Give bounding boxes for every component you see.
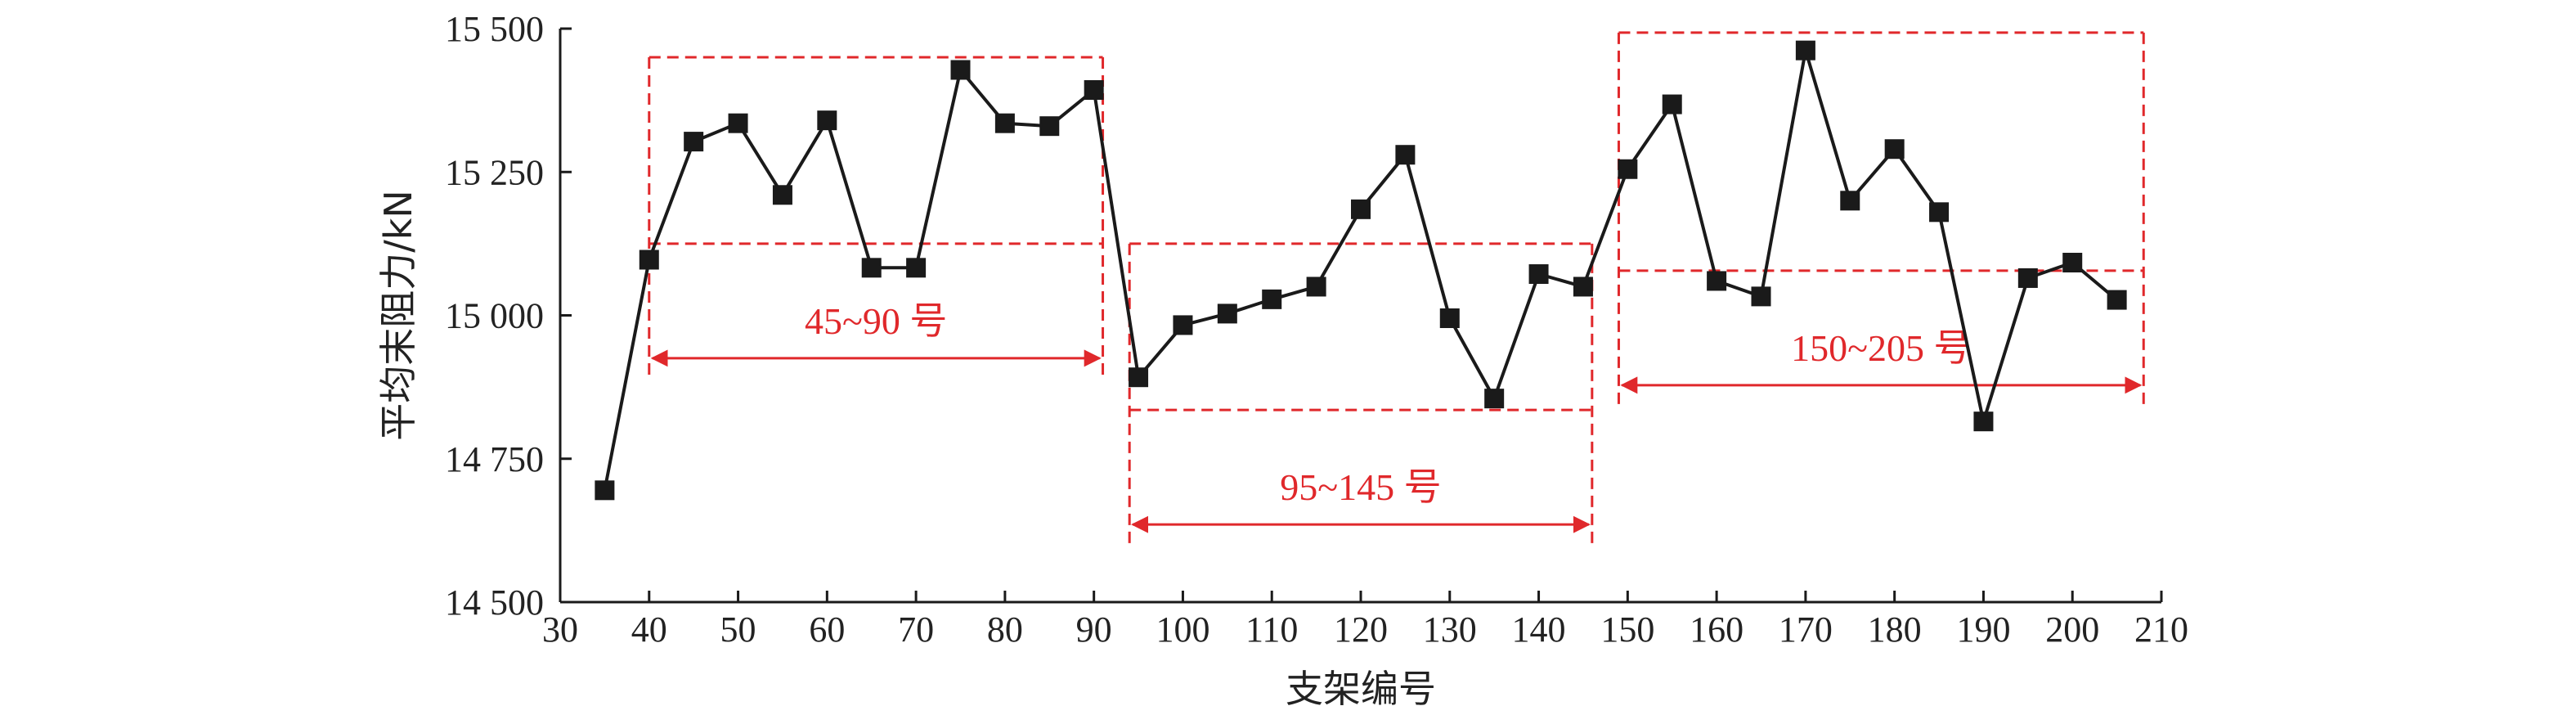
x-tick-label: 70 [898,609,934,650]
data-point-marker [1084,80,1104,101]
data-point-marker [2107,290,2127,310]
data-point-marker [1129,367,1149,388]
data-point-marker [1395,145,1416,165]
data-point-marker [728,113,748,133]
x-tick-label: 100 [1156,609,1209,650]
data-point-marker [1618,159,1638,179]
annotation-label: 45~90 号 [805,300,947,342]
x-tick-label: 210 [2134,609,2188,650]
annotation-label: 95~145 号 [1280,466,1441,508]
x-tick-label: 140 [1512,609,1566,650]
y-tick-label: 15 500 [445,9,544,49]
x-tick-label: 50 [720,609,756,650]
data-point-marker [1973,411,1994,432]
y-tick-label: 15 250 [445,152,544,192]
data-point-marker [772,185,792,205]
axes [559,29,2161,604]
x-axis-title: 支架编号 [1286,667,1436,711]
x-tick-label: 180 [1868,609,1922,650]
data-point-marker [1217,304,1237,324]
x-tick-label: 40 [631,609,667,650]
data-point-marker [2017,268,2038,288]
x-tick-label: 30 [542,609,578,650]
x-tick-label: 170 [1779,609,1833,650]
data-point-marker [1173,315,1193,335]
data-point-marker [1707,271,1727,291]
data-point-marker [1039,116,1060,137]
data-point-marker [1351,199,1371,219]
x-tick-label: 90 [1076,609,1112,650]
data-point-marker [595,480,615,501]
data-point-marker [1484,389,1505,409]
data-point-marker [1573,277,1593,297]
x-tick-label: 80 [987,609,1023,650]
annotations-layer: 45~90 号 95~145 号 150~205 号 [648,31,2145,546]
x-tick-label: 110 [1245,609,1298,650]
x-tick-label: 150 [1600,609,1654,650]
x-tick-label: 120 [1334,609,1388,650]
data-point-marker [1528,264,1549,285]
data-point-marker [1795,40,1815,61]
x-tick-label: 160 [1690,609,1744,650]
y-axis-title: 平均末阻力/kN [376,190,420,441]
data-point-marker [1662,94,1682,115]
data-point-marker [1306,277,1326,297]
data-point-marker [1262,289,1282,309]
tick-layer: 30 40 50 60 70 80 90 100 110 120 130 140 150 160 170 18… [445,9,2188,650]
y-tick-label: 15 000 [445,296,544,336]
x-tick-label: 60 [809,609,845,650]
y-tick-label: 14 500 [445,582,544,623]
data-point-marker [1840,191,1860,211]
x-tick-label: 200 [2045,609,2099,650]
data-point-marker [994,113,1015,133]
x-tick-label: 130 [1423,609,1477,650]
data-point-marker [2062,253,2083,273]
data-point-marker [1884,139,1905,160]
series-layer [595,40,2127,501]
data-point-marker [684,132,704,152]
data-point-marker [1929,202,1950,223]
data-point-marker [950,60,971,80]
data-point-marker [639,250,659,270]
annotation-label: 150~205 号 [1791,327,1971,369]
data-point-marker [1439,308,1460,329]
data-point-marker [906,258,927,278]
data-point-marker [861,258,882,278]
y-tick-label: 14 750 [445,439,544,479]
x-tick-label: 190 [1956,609,2010,650]
data-point-marker [817,110,837,131]
data-point-marker [1751,286,1771,307]
